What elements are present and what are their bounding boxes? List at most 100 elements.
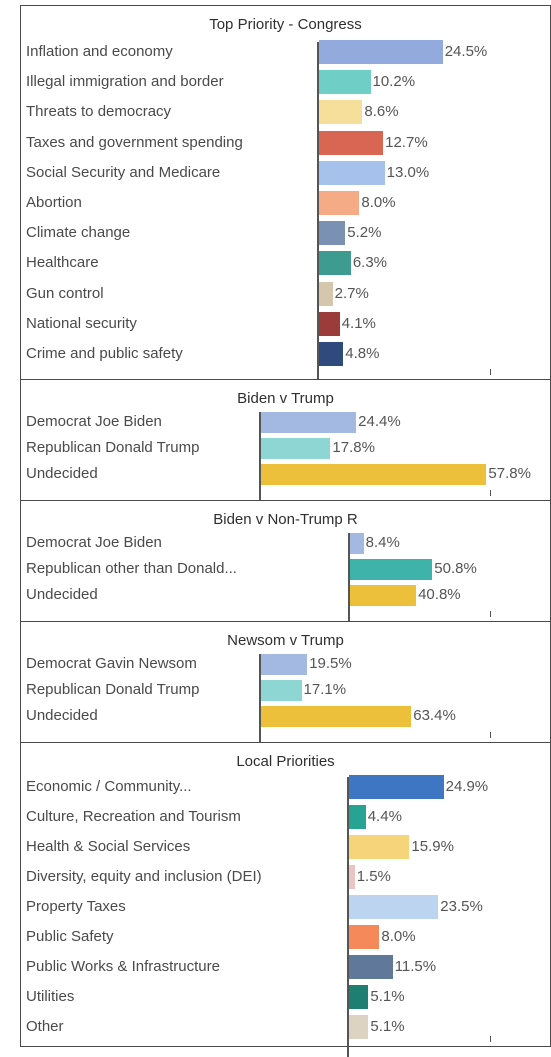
bar xyxy=(261,411,357,433)
bar xyxy=(319,40,443,64)
category-label: Public Works & Infrastructure xyxy=(26,958,220,975)
bar xyxy=(261,463,487,485)
axis-tick xyxy=(490,732,491,738)
category-label: Healthcare xyxy=(26,254,99,272)
data-label: 15.9% xyxy=(411,838,454,855)
bar xyxy=(319,100,363,125)
bar xyxy=(349,775,444,799)
category-label: Crime and public safety xyxy=(26,345,183,362)
category-label: Democrat Joe Biden xyxy=(26,413,162,430)
data-label: 6.3% xyxy=(352,254,388,272)
category-label: Inflation and economy xyxy=(26,43,173,60)
data-label: 8.4% xyxy=(365,534,400,551)
category-label: Undecided xyxy=(26,465,98,482)
chart-title: Newsom v Trump xyxy=(227,632,344,649)
bar xyxy=(349,835,410,859)
data-label: 13.0% xyxy=(386,163,430,181)
bar xyxy=(349,805,366,829)
category-label: Illegal immigration and border xyxy=(26,73,224,91)
chart-panel: Biden v Non-Trump R Democrat Joe Biden 8.4… xyxy=(20,500,551,622)
data-label: 23.5% xyxy=(440,898,483,915)
category-label: Republican other than Donald... xyxy=(26,560,237,577)
category-label: Undecided xyxy=(26,707,98,724)
data-label: 17.8% xyxy=(332,439,375,456)
data-label: 4.8% xyxy=(345,345,380,362)
bar xyxy=(349,985,369,1009)
data-label: 19.5% xyxy=(309,655,352,672)
category-label: Property Taxes xyxy=(26,898,126,915)
data-label: 63.4% xyxy=(413,707,456,724)
bar xyxy=(349,925,380,949)
data-label: 5.2% xyxy=(347,224,382,242)
bar xyxy=(349,895,439,919)
bar xyxy=(319,311,340,336)
bar xyxy=(319,281,333,306)
axis-tick xyxy=(490,490,491,496)
chart-title: Top Priority - Congress xyxy=(209,16,362,33)
data-label: 4.4% xyxy=(367,808,402,825)
bar xyxy=(261,679,302,701)
chart-panel: Biden v Trump Democrat Joe Biden 24.4% Repu… xyxy=(20,379,551,501)
bar xyxy=(319,160,385,185)
bar xyxy=(261,437,331,459)
data-label: 24.4% xyxy=(358,413,401,430)
bar xyxy=(261,653,308,675)
category-label: Gun control xyxy=(26,284,104,302)
data-label: 24.9% xyxy=(445,778,489,795)
data-label: 2.7% xyxy=(334,284,369,302)
category-label: Social Security and Medicare xyxy=(26,163,221,181)
category-label: Abortion xyxy=(26,194,82,211)
data-label: 10.2% xyxy=(372,73,416,91)
category-label: Democrat Gavin Newsom xyxy=(26,655,197,672)
bar xyxy=(350,584,417,606)
chart-title: Biden v Trump xyxy=(237,390,334,407)
bar xyxy=(319,70,371,95)
chart-title: Biden v Non-Trump R xyxy=(213,511,358,528)
y-axis-line xyxy=(259,654,261,742)
category-label: Undecided xyxy=(26,586,98,603)
chart-panel: Top Priority - Congress Inflation and eco… xyxy=(20,5,551,385)
bar xyxy=(319,130,384,155)
category-label: Utilities xyxy=(26,988,75,1005)
data-label: 24.5% xyxy=(444,43,488,60)
bar xyxy=(349,865,355,889)
bar xyxy=(261,705,412,727)
chart-title: Local Priorities xyxy=(236,753,335,770)
bar xyxy=(319,342,344,366)
bar xyxy=(350,532,364,554)
category-label: Other xyxy=(26,1018,64,1035)
axis-tick xyxy=(490,611,491,617)
bar xyxy=(349,1015,369,1039)
category-label: Republican Donald Trump xyxy=(26,681,200,698)
y-axis-line xyxy=(259,412,261,500)
bar xyxy=(319,221,346,246)
category-label: Threats to democracy xyxy=(26,103,172,121)
data-label: 40.8% xyxy=(418,586,461,603)
category-label: Climate change xyxy=(26,224,131,242)
bar xyxy=(319,191,360,215)
data-label: 5.1% xyxy=(370,1018,405,1035)
axis-tick xyxy=(490,369,491,375)
axis-tick xyxy=(490,1036,491,1042)
bar xyxy=(319,251,351,276)
category-label: National security xyxy=(26,314,137,332)
data-label: 57.8% xyxy=(488,465,531,482)
chart-panel: Newsom v Trump Democrat Gavin Newsom 19.5%… xyxy=(20,621,551,743)
data-label: 12.7% xyxy=(385,133,428,151)
data-label: 17.1% xyxy=(303,681,347,698)
category-label: Public Safety xyxy=(26,928,114,945)
data-label: 11.5% xyxy=(394,958,437,975)
data-label: 4.1% xyxy=(341,314,376,332)
data-label: 8.6% xyxy=(364,103,399,121)
data-label: 5.1% xyxy=(370,988,405,1005)
bar xyxy=(350,558,433,580)
category-label: Diversity, equity and inclusion (DEI) xyxy=(26,868,262,885)
category-label: Health & Social Services xyxy=(26,838,191,855)
category-label: Culture, Recreation and Tourism xyxy=(26,808,241,825)
data-label: 8.0% xyxy=(361,194,396,211)
category-label: Economic / Community... xyxy=(26,778,192,795)
data-label: 8.0% xyxy=(381,928,416,945)
data-label: 50.8% xyxy=(434,560,477,577)
bar xyxy=(349,955,393,979)
